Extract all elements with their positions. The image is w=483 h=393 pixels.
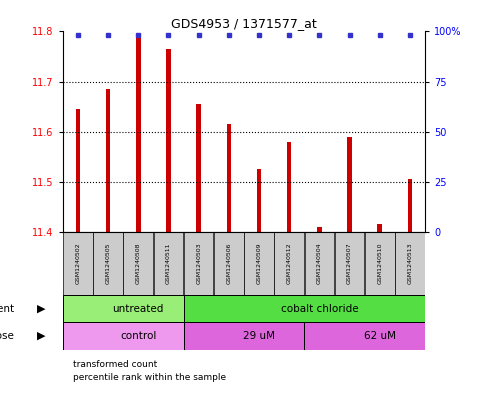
Bar — [106, 89, 110, 232]
Bar — [184, 232, 213, 295]
Bar — [395, 232, 425, 295]
Bar — [136, 34, 141, 232]
Bar — [63, 295, 184, 322]
Bar — [214, 232, 243, 295]
Bar — [184, 322, 304, 350]
Text: GSM1240507: GSM1240507 — [347, 242, 352, 284]
Bar — [274, 232, 304, 295]
Bar — [244, 232, 274, 295]
Text: control: control — [120, 331, 156, 341]
Text: 62 uM: 62 uM — [364, 331, 396, 341]
Bar — [93, 232, 123, 295]
Text: GSM1240512: GSM1240512 — [287, 242, 292, 284]
Text: GSM1240502: GSM1240502 — [75, 242, 80, 284]
Bar — [305, 232, 334, 295]
Text: percentile rank within the sample: percentile rank within the sample — [73, 373, 227, 382]
Bar — [63, 322, 184, 350]
Text: untreated: untreated — [113, 303, 164, 314]
Text: GSM1240513: GSM1240513 — [408, 242, 412, 284]
Text: ▶: ▶ — [37, 331, 45, 341]
Bar — [227, 124, 231, 232]
Text: transformed count: transformed count — [73, 360, 157, 369]
Text: GSM1240509: GSM1240509 — [256, 242, 261, 284]
Bar — [124, 232, 153, 295]
Bar — [365, 232, 395, 295]
Text: dose: dose — [0, 331, 14, 341]
Bar — [347, 137, 352, 232]
Text: GSM1240504: GSM1240504 — [317, 242, 322, 284]
Bar — [63, 232, 93, 295]
Text: ▶: ▶ — [37, 303, 45, 314]
Text: GSM1240510: GSM1240510 — [377, 242, 382, 284]
Bar — [408, 179, 412, 232]
Bar — [287, 142, 291, 232]
Bar — [304, 322, 425, 350]
Text: GSM1240506: GSM1240506 — [227, 242, 231, 284]
Bar — [184, 295, 425, 322]
Text: GSM1240505: GSM1240505 — [106, 242, 111, 284]
Bar — [335, 232, 364, 295]
Text: GSM1240508: GSM1240508 — [136, 242, 141, 284]
Bar — [317, 227, 322, 232]
Bar — [76, 109, 80, 232]
Bar — [197, 104, 201, 232]
Title: GDS4953 / 1371577_at: GDS4953 / 1371577_at — [171, 17, 317, 30]
Bar — [378, 224, 382, 232]
Bar — [166, 49, 170, 232]
Text: GSM1240503: GSM1240503 — [196, 242, 201, 284]
Text: agent: agent — [0, 303, 14, 314]
Bar — [154, 232, 183, 295]
Text: cobalt chloride: cobalt chloride — [281, 303, 358, 314]
Text: GSM1240511: GSM1240511 — [166, 242, 171, 284]
Bar — [257, 169, 261, 232]
Text: 29 uM: 29 uM — [243, 331, 275, 341]
